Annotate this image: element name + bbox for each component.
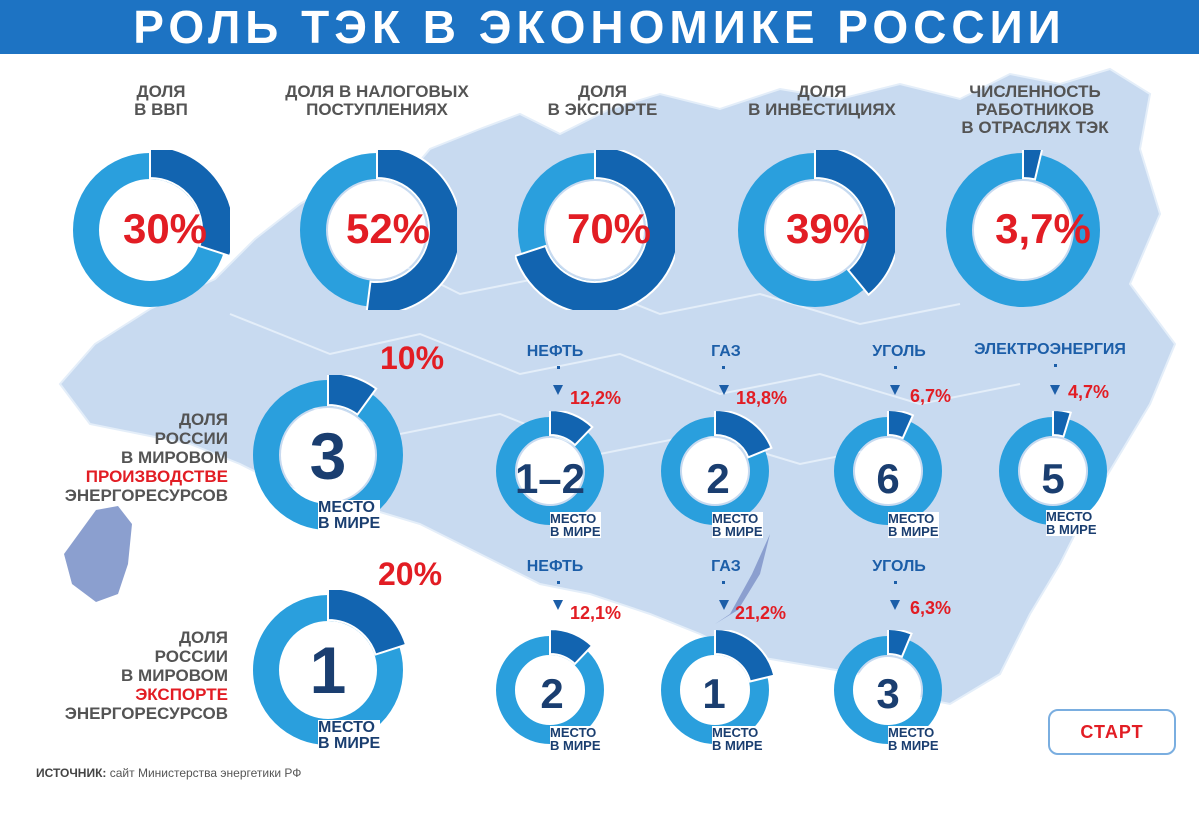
pointer-arrow	[890, 600, 900, 610]
pointer-dot	[722, 581, 725, 584]
production-total-rank: 3	[309, 419, 347, 493]
export-label: ДОЛЯ РОССИИ В МИРОВОМ ЭКСПОРТЕ ЭНЕРГОРЕСУРСО…	[64, 628, 228, 723]
ring-center	[517, 438, 583, 504]
production-coal-label: УГОЛЬ	[872, 343, 926, 360]
ring-share-sector	[327, 371, 378, 416]
pointer-arrow	[1050, 385, 1060, 395]
pointer-dot	[557, 366, 560, 369]
pointer-arrow	[719, 600, 729, 610]
export-gas-place: МЕСТО В МИРЕ	[712, 725, 763, 753]
production-electricity-place: МЕСТО В МИРЕ	[1046, 509, 1097, 537]
ring-center	[281, 408, 375, 502]
ring-center	[682, 438, 748, 504]
ring-workers	[943, 144, 1103, 310]
export-total-share: 20%	[378, 556, 443, 592]
top-label-tax: ДОЛЯ В НАЛОГОВЫХ ПОСТУПЛЕНИЯХ	[285, 82, 469, 119]
pointer-dot	[557, 581, 560, 584]
top-label-export: ДОЛЯ В ЭКСПОРТЕ	[547, 82, 658, 119]
production-total-share: 10%	[380, 340, 445, 376]
ring-investment	[735, 144, 900, 310]
ring-center	[855, 657, 921, 723]
production-gas-place: МЕСТО В МИРЕ	[712, 511, 763, 539]
pointer-arrow	[719, 385, 729, 395]
ring-center	[766, 181, 864, 279]
title-bar: РОЛЬ ТЭК В ЭКОНОМИКЕ РОССИИ	[0, 0, 1199, 54]
value-gdp: 30%	[122, 205, 208, 252]
source-note: ИСТОЧНИК: сайт Министерства энергетики Р…	[36, 766, 302, 780]
ring-center	[101, 181, 199, 279]
production-electricity-share: 4,7%	[1068, 382, 1110, 402]
top-label-workers: ЧИСЛЕННОСТЬ РАБОТНИКОВ В ОТРАСЛЯХ ТЭК	[961, 82, 1109, 137]
value-export: 70%	[566, 205, 652, 252]
ring-gdp	[70, 144, 235, 310]
pointer-dot	[894, 366, 897, 369]
value-workers: 3,7%	[995, 205, 1091, 252]
production-total-place: МЕСТО В МИРЕ	[318, 499, 381, 532]
production-electricity-label: ЭЛЕКТРОЭНЕРГИЯ	[974, 341, 1126, 358]
ring-share-sector	[549, 627, 594, 666]
production-electricity-rank: 5	[1041, 455, 1065, 502]
ring-share-sector	[549, 408, 594, 447]
page-title: РОЛЬ ТЭК В ЭКОНОМИКЕ РОССИИ	[133, 1, 1066, 53]
ring-center	[855, 438, 921, 504]
export-coal-rank: 3	[876, 670, 900, 717]
pointer-arrow	[890, 385, 900, 395]
export-oil-place: МЕСТО В МИРЕ	[550, 725, 601, 753]
ring-share-sector	[149, 144, 235, 258]
ring-share-sector	[887, 627, 913, 659]
export-coal-label: УГОЛЬ	[872, 558, 926, 575]
production-coal-place: МЕСТО В МИРЕ	[888, 511, 939, 539]
production-oil-share: 12,2%	[570, 388, 622, 408]
ring-share-sector	[814, 144, 900, 297]
pointer-arrow	[553, 385, 563, 395]
production-label: ДОЛЯ РОССИИ В МИРОВОМ ПРОИЗВОДСТВЕ ЭНЕРГОРЕС…	[64, 410, 228, 505]
export-gas-share: 21,2%	[735, 603, 787, 623]
production-gas-label: ГАЗ	[711, 343, 741, 360]
production-coal-share: 6,7%	[910, 386, 952, 406]
ring-share-sector	[714, 627, 776, 683]
export-total-place: МЕСТО В МИРЕ	[318, 719, 381, 752]
ring-center	[1020, 438, 1086, 504]
top-label-investment: ДОЛЯ В ИНВЕСТИЦИЯХ	[748, 82, 896, 119]
pointer-arrow	[553, 600, 563, 610]
ring-center	[546, 181, 644, 279]
ring-center	[281, 623, 375, 717]
value-tax: 52%	[345, 205, 431, 252]
start-button[interactable]: СТАРТ	[1048, 709, 1176, 755]
top-label-gdp: ДОЛЯ В ВВП	[134, 82, 188, 119]
ring-share-sector	[1052, 408, 1073, 438]
pointer-dot	[722, 366, 725, 369]
export-coal-place: МЕСТО В МИРЕ	[888, 725, 939, 753]
production-oil-place: МЕСТО В МИРЕ	[550, 511, 601, 539]
export-gas-rank: 1	[702, 670, 726, 717]
production-oil-label: НЕФТЬ	[526, 343, 584, 360]
ring-share-sector	[714, 408, 773, 459]
ring-center	[974, 181, 1072, 279]
ring-center	[517, 657, 583, 723]
ring-center	[682, 657, 748, 723]
ring-share-sector	[887, 408, 915, 440]
ring-export	[513, 144, 680, 315]
pointer-dot	[1054, 364, 1057, 367]
export-oil-share: 12,1%	[570, 603, 622, 623]
production-coal-rank: 6	[876, 455, 900, 502]
export-gas-label: ГАЗ	[711, 558, 741, 575]
export-oil-rank: 2	[540, 670, 564, 717]
value-investment: 39%	[785, 205, 871, 252]
production-gas-share: 18,8%	[736, 388, 788, 408]
export-total-rank: 1	[309, 633, 347, 707]
crimea-region	[64, 506, 132, 602]
pointer-dot	[894, 581, 897, 584]
production-oil-rank: 1–2	[514, 455, 586, 502]
ring-center	[328, 181, 426, 279]
production-gas-rank: 2	[706, 455, 730, 502]
export-coal-share: 6,3%	[910, 598, 952, 618]
export-oil-label: НЕФТЬ	[526, 558, 584, 575]
ring-share-sector	[327, 586, 408, 656]
